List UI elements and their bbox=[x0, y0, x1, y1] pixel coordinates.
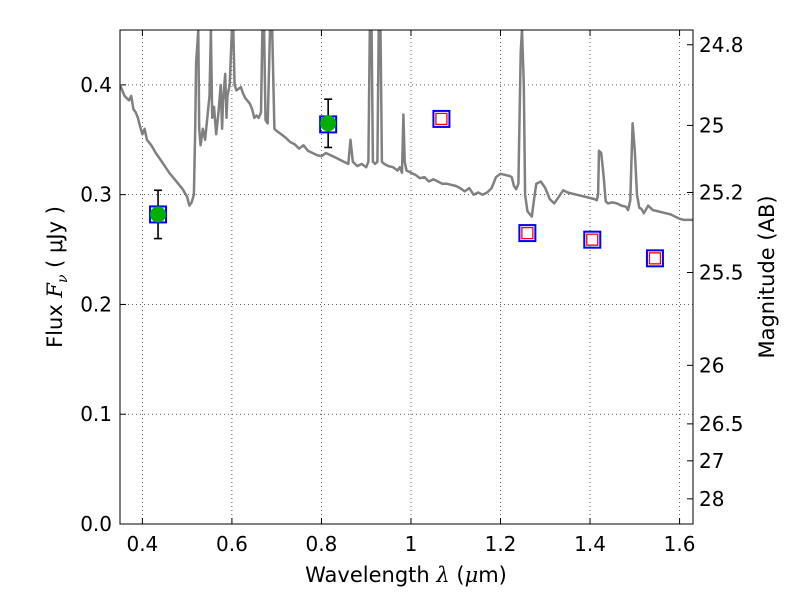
plot-frame bbox=[119, 29, 694, 525]
x-tick-label: 1.6 bbox=[664, 532, 696, 556]
x-tick-label: 0.8 bbox=[306, 532, 338, 556]
x-tick-label: 0.4 bbox=[126, 532, 158, 556]
y-axis-label: Flux Fν ( μJy ) bbox=[43, 206, 71, 348]
mag-tick-label: 28 bbox=[699, 487, 724, 511]
x-tick-label: 1.4 bbox=[574, 532, 606, 556]
upper-limit-marker bbox=[435, 112, 448, 126]
detection-point bbox=[320, 115, 337, 132]
y-tick-label: 0.1 bbox=[80, 402, 112, 426]
model-flux-box bbox=[645, 249, 664, 268]
y2-axis-label: Magnitude (AB) bbox=[755, 195, 779, 358]
model-spectrum bbox=[120, 30, 693, 222]
x-tick-label: 1 bbox=[405, 532, 418, 556]
detection-point bbox=[150, 206, 167, 223]
mag-tick-label: 26.5 bbox=[699, 412, 744, 436]
y-tick-label: 0.4 bbox=[80, 73, 112, 97]
upper-limit-marker bbox=[648, 252, 662, 265]
mag-tick-label: 25.2 bbox=[699, 180, 744, 204]
grid bbox=[120, 30, 693, 524]
axis-ticks: 0.4 0.6 0.8 1 1.2 1.4 1.6 0.0 0.1 0.2 0.3 0.4 24.8 25… bbox=[80, 30, 744, 556]
photometry-points bbox=[149, 98, 664, 268]
y-tick-label: 0.2 bbox=[80, 292, 112, 316]
x-tick-label: 0.6 bbox=[216, 532, 248, 556]
model-flux-box bbox=[583, 230, 602, 249]
upper-limit-marker bbox=[586, 233, 599, 246]
model-flux-box bbox=[518, 224, 537, 243]
mag-tick-label: 25 bbox=[699, 113, 724, 137]
y-tick-label: 0.3 bbox=[80, 183, 112, 207]
spectrum-line bbox=[120, 30, 693, 222]
model-flux-box bbox=[432, 109, 451, 128]
x-axis-label: Wavelength λ (μm) bbox=[305, 563, 507, 587]
y-tick-label: 0.0 bbox=[80, 512, 112, 536]
mag-tick-label: 25.5 bbox=[699, 260, 744, 284]
x-tick-label: 1.2 bbox=[485, 532, 517, 556]
mag-tick-label: 24.8 bbox=[699, 33, 744, 57]
upper-limit-marker bbox=[521, 226, 534, 240]
mag-tick-label: 27 bbox=[699, 449, 724, 473]
mag-tick-label: 26 bbox=[699, 353, 724, 377]
